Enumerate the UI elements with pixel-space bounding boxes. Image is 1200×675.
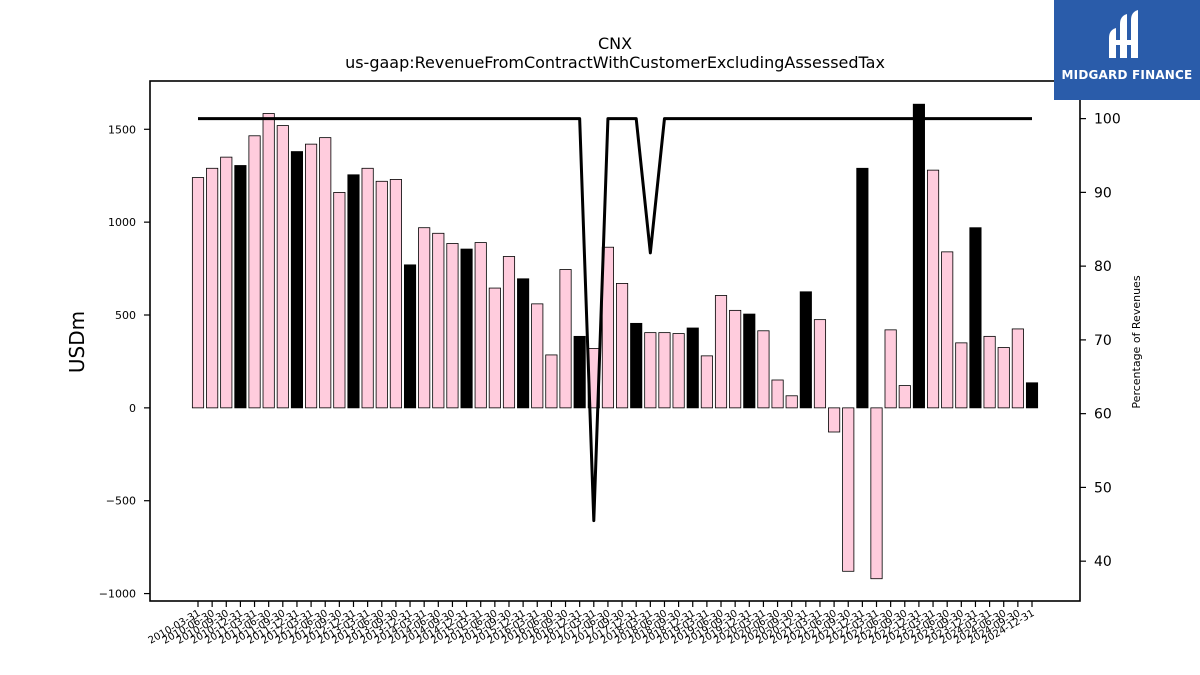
bar-2011-09-30 (276, 125, 289, 409)
chart-subtitle: us-gaap:RevenueFromContractWithCustomerE… (345, 53, 885, 72)
bar-2018-06-30 (658, 332, 671, 409)
bars-group (191, 103, 1039, 580)
bar-2024-09-30 (1011, 328, 1024, 409)
bar-2015-06-30 (488, 287, 501, 409)
bar-2021-06-30 (828, 407, 841, 433)
bar-2011-03-31 (248, 135, 261, 409)
bar-2014-06-30 (432, 232, 445, 409)
bar-2021-09-30 (842, 407, 855, 572)
x-axis: 2010-03-312010-06-302010-09-302010-12-31… (147, 601, 1037, 647)
bar-2015-12-31 (517, 278, 530, 409)
bar-2010-12-31 (234, 165, 247, 409)
bar-2023-12-31 (969, 227, 982, 409)
brand-name: MIDGARD FINANCE (1061, 68, 1193, 82)
bar-2018-09-30 (672, 333, 685, 409)
bar-2010-06-30 (206, 167, 219, 409)
y2-tick-label: 80 (1094, 259, 1112, 275)
bar-2018-03-31 (644, 332, 657, 409)
bar-2015-09-30 (502, 256, 516, 409)
y-axis-left: −1000 −500 0 500 1000 1500 (99, 123, 150, 601)
bar-2013-12-31 (403, 264, 417, 409)
bar-2011-12-31 (290, 151, 304, 409)
percentage-line (198, 117, 1032, 523)
bar-2019-12-31 (743, 313, 756, 409)
bar-2020-09-30 (785, 395, 798, 409)
bar-2015-03-31 (474, 242, 487, 409)
bar-2022-09-30 (898, 385, 911, 409)
bar-2022-06-30 (884, 329, 897, 409)
bar-2017-12-31 (630, 322, 643, 409)
y2-tick-label: 60 (1094, 407, 1112, 423)
bar-2024-12-31 (1025, 382, 1039, 409)
bar-2020-03-31 (757, 330, 770, 409)
y-tick-label: −500 (106, 495, 136, 508)
y2-tick-label: 90 (1094, 185, 1112, 201)
y2-tick-label: 40 (1094, 554, 1112, 570)
y-tick-label: 0 (129, 402, 136, 415)
bar-2019-06-30 (714, 295, 728, 409)
bar-2016-09-30 (559, 269, 572, 409)
bar-2016-06-30 (545, 354, 558, 409)
bar-2020-12-31 (799, 291, 812, 409)
bar-2019-09-30 (729, 309, 742, 409)
bar-2010-09-30 (220, 156, 233, 409)
bar-2023-09-30 (955, 342, 968, 409)
bar-2013-06-30 (375, 180, 388, 409)
bar-2014-09-30 (446, 243, 459, 409)
bar-2016-12-31 (573, 335, 586, 409)
bar-2010-03-31 (191, 177, 205, 409)
brand-logo: MIDGARD FINANCE (1054, 0, 1200, 100)
logo-mark-icon (1109, 10, 1138, 58)
y2-tick-label: 50 (1094, 480, 1112, 496)
y-axis-label: USDm (65, 311, 89, 373)
y2-tick-label: 100 (1094, 112, 1121, 128)
y-axis-right: 40 50 60 70 80 90 100 (1080, 112, 1121, 570)
bar-2021-12-31 (856, 167, 869, 409)
bar-2012-06-30 (319, 137, 332, 409)
bar-2023-06-30 (941, 251, 954, 409)
bar-2023-03-31 (927, 169, 940, 409)
y-tick-label: 1000 (108, 216, 136, 229)
bar-2018-12-31 (686, 327, 699, 409)
bar-2017-09-30 (616, 283, 629, 409)
bar-2019-03-31 (700, 355, 713, 409)
chart-title: CNX (598, 34, 632, 53)
y2-axis-label: Percentage of Revenues (1130, 275, 1143, 408)
bar-2013-09-30 (389, 179, 402, 409)
bar-2012-09-30 (333, 192, 346, 409)
bar-2011-06-30 (262, 113, 275, 409)
bar-2014-12-31 (460, 248, 473, 409)
bar-2016-03-31 (531, 303, 544, 409)
bar-2024-03-31 (983, 335, 996, 409)
line-group (198, 117, 1032, 523)
y-tick-label: −1000 (99, 588, 136, 601)
bar-2014-03-31 (418, 227, 431, 409)
bar-2012-03-31 (305, 143, 318, 409)
plot-frame (149, 80, 1081, 602)
y-tick-label: 500 (115, 309, 136, 322)
bar-2017-06-30 (601, 246, 614, 409)
bar-2022-12-31 (912, 103, 925, 409)
y-tick-label: 1500 (108, 123, 136, 136)
bar-2021-03-31 (813, 319, 827, 409)
y2-tick-label: 70 (1094, 333, 1112, 349)
bar-2013-03-31 (361, 167, 374, 409)
bar-2022-03-31 (870, 407, 883, 580)
bar-2020-06-30 (771, 379, 784, 409)
bar-2024-06-30 (997, 347, 1010, 409)
bar-2012-12-31 (347, 174, 360, 409)
